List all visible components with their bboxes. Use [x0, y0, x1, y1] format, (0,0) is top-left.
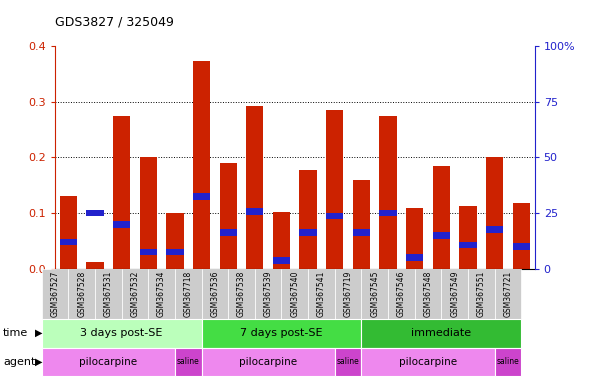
Bar	[379, 210, 397, 217]
Text: GSM367551: GSM367551	[477, 271, 486, 317]
Text: GSM367540: GSM367540	[290, 270, 299, 317]
Text: saline: saline	[497, 358, 519, 366]
Bar	[406, 254, 423, 261]
Bar	[60, 197, 77, 269]
Bar	[353, 229, 370, 236]
Bar	[60, 239, 77, 245]
Bar	[166, 213, 183, 269]
Bar	[139, 157, 157, 269]
Text: GSM367719: GSM367719	[343, 271, 353, 317]
Text: GSM367528: GSM367528	[77, 271, 86, 317]
Text: pilocarpine: pilocarpine	[79, 357, 137, 367]
Bar	[219, 163, 237, 269]
Bar	[326, 110, 343, 269]
Text: pilocarpine: pilocarpine	[239, 357, 297, 367]
Text: GSM367548: GSM367548	[423, 271, 433, 317]
Text: GSM367536: GSM367536	[210, 270, 219, 317]
Bar	[433, 232, 450, 239]
Bar	[273, 257, 290, 264]
Text: GSM367534: GSM367534	[157, 270, 166, 317]
Bar	[406, 208, 423, 269]
Bar	[353, 180, 370, 269]
Bar	[86, 262, 104, 269]
Bar	[219, 229, 237, 236]
Text: immediate: immediate	[411, 328, 472, 338]
Text: GSM367531: GSM367531	[104, 271, 113, 317]
Text: 7 days post-SE: 7 days post-SE	[240, 328, 323, 338]
Bar	[486, 227, 503, 233]
Bar	[379, 116, 397, 269]
Text: GSM367527: GSM367527	[51, 271, 59, 317]
Text: GSM367549: GSM367549	[450, 270, 459, 317]
Bar	[113, 221, 130, 228]
Text: agent: agent	[3, 357, 35, 367]
Bar	[273, 212, 290, 269]
Text: ▶: ▶	[35, 328, 43, 338]
Text: GSM367538: GSM367538	[237, 271, 246, 317]
Text: pilocarpine: pilocarpine	[399, 357, 457, 367]
Bar	[326, 213, 343, 219]
Text: GSM367541: GSM367541	[317, 271, 326, 317]
Bar	[299, 170, 316, 269]
Text: GSM367539: GSM367539	[264, 270, 273, 317]
Text: time: time	[3, 328, 28, 338]
Bar	[299, 229, 316, 236]
Bar	[513, 243, 530, 250]
Text: GSM367545: GSM367545	[370, 270, 379, 317]
Text: GDS3827 / 325049: GDS3827 / 325049	[55, 16, 174, 29]
Text: saline: saline	[177, 358, 200, 366]
Bar	[166, 249, 183, 255]
Bar	[139, 249, 157, 255]
Text: GSM367532: GSM367532	[130, 271, 139, 317]
Bar	[486, 157, 503, 269]
Bar	[193, 193, 210, 200]
Text: ▶: ▶	[35, 357, 43, 367]
Text: GSM367546: GSM367546	[397, 270, 406, 317]
Bar	[433, 166, 450, 269]
Bar	[459, 242, 477, 248]
Bar	[113, 116, 130, 269]
Text: GSM367721: GSM367721	[503, 271, 513, 317]
Bar	[513, 203, 530, 269]
Bar	[193, 61, 210, 269]
Bar	[86, 210, 104, 217]
Text: saline: saline	[337, 358, 359, 366]
Bar	[459, 206, 477, 269]
Bar	[246, 106, 263, 269]
Text: GSM367718: GSM367718	[184, 271, 192, 317]
Bar	[246, 208, 263, 215]
Text: 3 days post-SE: 3 days post-SE	[81, 328, 163, 338]
